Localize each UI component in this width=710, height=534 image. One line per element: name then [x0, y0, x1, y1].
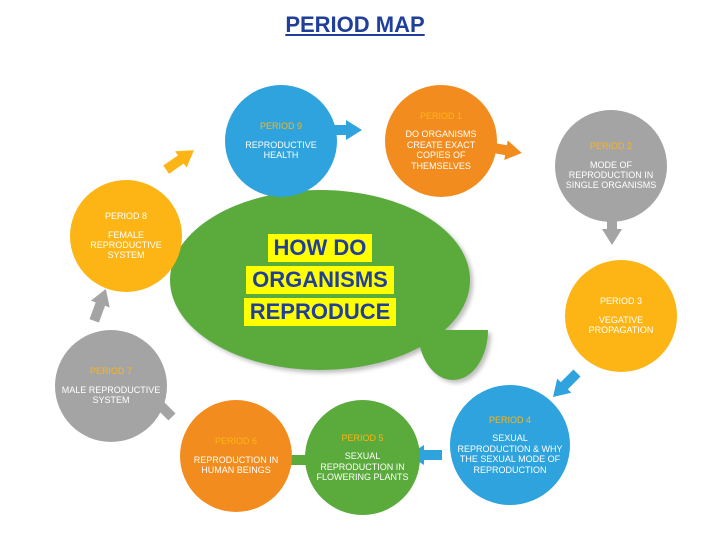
period-body-1: DO ORGANISMS CREATE EXACT COPIES OF THEM…	[391, 129, 491, 170]
period-body-2: MODE OF REPRODUCTION IN SINGLE ORGANISMS	[561, 160, 661, 191]
period-node-9: PERIOD 9 REPRODUCTIVE HEALTH	[225, 85, 337, 197]
period-label-3: PERIOD 3	[600, 296, 642, 306]
period-body-8: FEMALE REPRODUCTIVE SYSTEM	[76, 230, 176, 261]
period-node-5: PERIOD 5 SEXUAL REPRODUCTION IN FLOWERING…	[305, 400, 420, 515]
period-node-3: PERIOD 3 VEGATIVE PROPAGATION	[565, 260, 677, 372]
arrow-3-to-4	[546, 366, 584, 404]
period-body-9: REPRODUCTIVE HEALTH	[231, 140, 331, 161]
period-label-5: PERIOD 5	[341, 433, 383, 443]
period-body-6: REPRODUCTION IN HUMAN BEINGS	[186, 455, 286, 476]
period-node-8: PERIOD 8 FEMALE REPRODUCTIVE SYSTEM	[70, 180, 182, 292]
period-body-4: SEXUAL REPRODUCTION & WHY THE SEXUAL MOD…	[456, 433, 564, 474]
period-node-1: PERIOD 1 DO ORGANISMS CREATE EXACT COPIES…	[385, 85, 497, 197]
period-label-2: PERIOD 2	[590, 141, 632, 151]
period-label-7: PERIOD 7	[90, 366, 132, 376]
period-label-1: PERIOD 1	[420, 111, 462, 121]
period-label-8: PERIOD 8	[105, 211, 147, 221]
center-text-line-2: REPRODUCE	[244, 298, 397, 326]
period-body-5: SEXUAL REPRODUCTION IN FLOWERING PLANTS	[311, 451, 414, 482]
center-text-line-0: HOW DO	[268, 234, 373, 262]
period-label-9: PERIOD 9	[260, 121, 302, 131]
period-node-7: PERIOD 7 MALE REPRODUCTIVE SYSTEM	[55, 330, 167, 442]
period-body-7: MALE REPRODUCTIVE SYSTEM	[61, 385, 161, 406]
period-label-6: PERIOD 6	[215, 436, 257, 446]
center-ellipse-tail	[418, 330, 488, 380]
period-node-2: PERIOD 2 MODE OF REPRODUCTION IN SINGLE O…	[555, 110, 667, 222]
page-title: PERIOD MAP	[0, 12, 710, 38]
arrow-8-to-9	[160, 142, 199, 178]
period-node-6: PERIOD 6 REPRODUCTION IN HUMAN BEINGS	[180, 400, 292, 512]
period-node-4: PERIOD 4 SEXUAL REPRODUCTION & WHY THE SE…	[450, 385, 570, 505]
period-label-4: PERIOD 4	[489, 415, 531, 425]
arrow-7-to-8	[85, 286, 115, 325]
period-body-3: VEGATIVE PROPAGATION	[571, 315, 671, 336]
center-text-line-1: ORGANISMS	[246, 266, 394, 294]
